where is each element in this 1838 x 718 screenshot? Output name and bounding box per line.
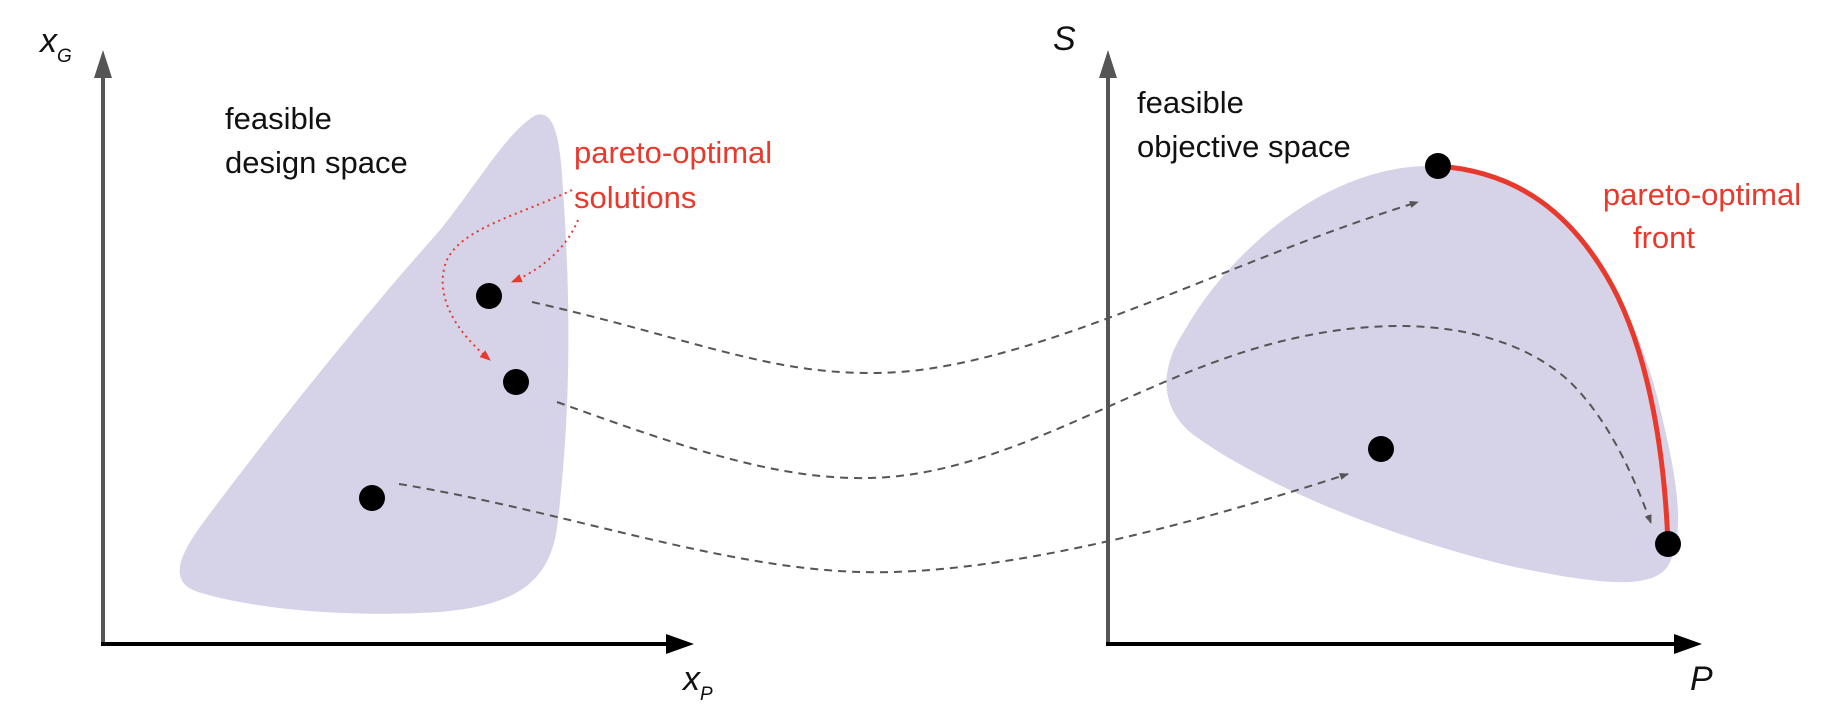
objective-point-front-bottom: [1655, 531, 1681, 557]
design-y-axis-label-sub: G: [57, 46, 72, 67]
pareto-callout-arrow-lower: [441, 189, 573, 361]
objective-point-interior: [1368, 436, 1394, 462]
design-x-axis-label-sub: P: [700, 684, 713, 705]
design-y-axis-arrowhead: [94, 50, 112, 78]
design-point-pareto-upper: [476, 283, 502, 309]
design-y-axis-label-main: x: [38, 22, 58, 60]
design-x-axis-arrowhead: [666, 634, 694, 654]
design-y-axis-label: xG: [38, 22, 72, 67]
pareto-solutions-label-line1: pareto-optimal: [574, 135, 772, 170]
objective-region-label-line2: objective space: [1137, 129, 1351, 164]
mapping-arrow-lower: [398, 473, 1349, 574]
pareto-front-label-line1: pareto-optimal: [1603, 177, 1801, 212]
mapping-arrows: [398, 200, 1652, 574]
design-x-axis-label-main: x: [681, 660, 701, 698]
objective-y-axis-arrowhead: [1099, 50, 1117, 78]
feasible-objective-region: [1166, 165, 1679, 583]
pareto-solutions-label-line2: solutions: [574, 180, 696, 215]
pareto-optimal-front-curve: [1437, 163, 1671, 545]
objective-point-front-top: [1425, 153, 1451, 179]
mapping-arrow-upper: [531, 200, 1419, 375]
design-region-label-line2: design space: [225, 145, 408, 180]
objective-x-axis-label: P: [1690, 660, 1713, 698]
pareto-front-label-line2: front: [1633, 220, 1695, 255]
objective-region-label-line1: feasible: [1137, 85, 1244, 120]
objective-x-axis-arrowhead: [1674, 634, 1702, 654]
feasible-design-region: [179, 114, 569, 614]
objective-y-axis-label: S: [1053, 20, 1076, 58]
design-x-axis-label: xP: [681, 660, 713, 705]
objective-space-panel: S P feasible objective space pareto-opti…: [1053, 20, 1801, 698]
design-region-label-line1: feasible: [225, 101, 332, 136]
design-point-pareto-lower: [503, 369, 529, 395]
design-space-panel: xG xP feasible design space pareto-optim…: [38, 22, 772, 705]
mapping-arrow-middle: [556, 325, 1652, 524]
pareto-callout-arrow-upper: [510, 219, 579, 283]
design-point-interior: [359, 485, 385, 511]
